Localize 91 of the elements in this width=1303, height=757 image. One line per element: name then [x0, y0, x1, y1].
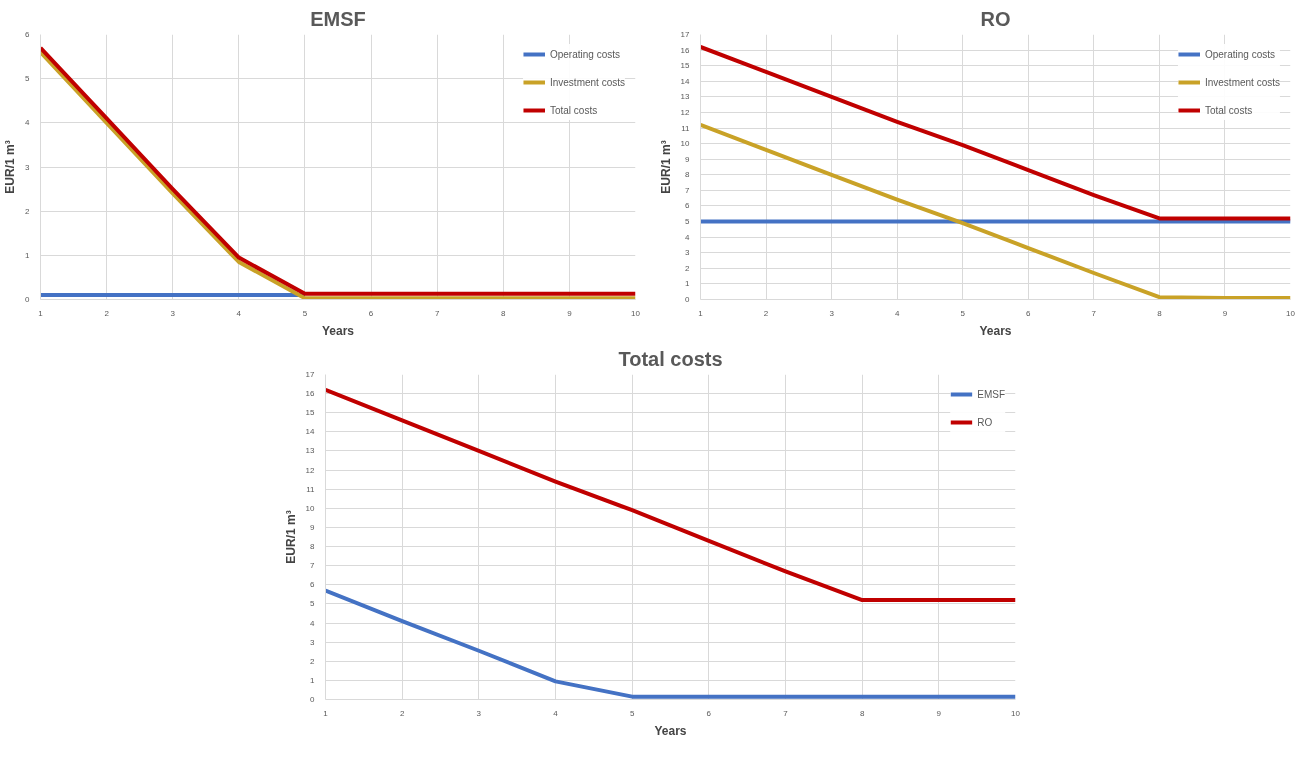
y-tick-label: 5 — [310, 599, 316, 609]
y-tick-label: 3 — [685, 248, 691, 258]
y-tick-label: 3 — [25, 162, 31, 172]
y-tick-label: 11 — [306, 484, 316, 494]
y-tick-label: 9 — [685, 154, 691, 164]
x-axis-title: Years — [321, 323, 355, 338]
y-tick-label: 1 — [25, 250, 31, 260]
y-tick-label: 17 — [680, 30, 691, 39]
x-tick-label: 7 — [1091, 308, 1097, 318]
x-tick-label: 10 — [1011, 708, 1021, 718]
chart-title: EMSF — [310, 7, 366, 30]
y-tick-label: 2 — [310, 656, 316, 666]
x-axis-title: Years — [654, 723, 687, 738]
x-tick-label: 9 — [567, 308, 573, 318]
y-tick-label: 15 — [305, 408, 316, 418]
x-tick-label: 7 — [434, 308, 440, 318]
x-tick-label: 6 — [1026, 308, 1032, 318]
y-tick-label: 6 — [25, 30, 31, 39]
y-tick-label: 7 — [685, 185, 691, 195]
chart-title: RO — [980, 7, 1011, 30]
y-tick-label: 5 — [685, 217, 691, 227]
y-axis-title: EUR/1 m³ — [283, 510, 298, 564]
y-tick-label: 8 — [310, 542, 316, 552]
x-tick-label: 5 — [629, 708, 635, 718]
y-tick-label: 16 — [680, 45, 691, 55]
x-tick-label: 3 — [170, 308, 176, 318]
x-tick-label: 5 — [960, 308, 966, 318]
y-tick-label: 2 — [685, 263, 691, 273]
legend-label: Total costs — [549, 104, 598, 116]
legend-label: Investment costs — [549, 76, 625, 88]
x-tick-label: 8 — [1157, 308, 1163, 318]
y-tick-label: 4 — [25, 118, 31, 128]
y-tick-label: 10 — [305, 503, 316, 513]
x-tick-label: 2 — [104, 308, 110, 318]
y-tick-label: 7 — [310, 561, 316, 571]
y-tick-label: 14 — [680, 76, 691, 86]
x-tick-label: 9 — [1222, 308, 1228, 318]
y-tick-label: 8 — [685, 170, 691, 180]
y-tick-label: 16 — [305, 389, 316, 399]
x-tick-label: 8 — [501, 308, 507, 318]
y-tick-label: 12 — [680, 107, 691, 117]
y-tick-label: 10 — [680, 139, 691, 149]
y-tick-label: 5 — [25, 74, 31, 84]
y-tick-label: 6 — [310, 580, 316, 590]
legend-label: Operating costs — [1204, 48, 1276, 60]
x-tick-label: 2 — [399, 708, 405, 718]
y-axis-title: EUR/1 m³ — [658, 140, 673, 194]
y-tick-label: 6 — [685, 201, 691, 211]
x-tick-label: 9 — [936, 708, 942, 718]
y-tick-label: 0 — [25, 295, 31, 304]
y-tick-label: 13 — [305, 446, 316, 456]
legend-label: Total costs — [1204, 104, 1253, 116]
x-tick-label: 8 — [859, 708, 865, 718]
y-tick-label: 13 — [680, 92, 691, 102]
x-tick-label: 4 — [553, 708, 559, 718]
x-tick-label: 3 — [829, 308, 835, 318]
y-tick-label: 15 — [680, 61, 691, 71]
y-tick-label: 12 — [305, 465, 316, 475]
legend-label: Investment costs — [1204, 76, 1280, 88]
x-tick-label: 1 — [323, 708, 329, 718]
y-tick-label: 2 — [25, 206, 31, 216]
x-tick-label: 1 — [698, 308, 704, 318]
y-tick-label: 1 — [310, 675, 316, 685]
y-tick-label: 9 — [310, 522, 316, 532]
x-tick-label: 6 — [706, 708, 712, 718]
x-tick-label: 4 — [894, 308, 900, 318]
x-tick-label: 2 — [763, 308, 769, 318]
line-series — [700, 44, 1291, 221]
line-series — [325, 387, 1016, 603]
legend-label: RO — [977, 416, 994, 428]
chart-title: Total costs — [618, 347, 723, 370]
x-tick-label: 10 — [1286, 308, 1296, 318]
y-tick-label: 11 — [681, 123, 691, 133]
y-tick-label: 3 — [310, 637, 316, 647]
y-tick-label: 14 — [305, 427, 316, 437]
y-tick-label: 1 — [685, 279, 691, 289]
y-tick-label: 0 — [310, 695, 316, 704]
x-tick-label: 6 — [368, 308, 374, 318]
x-tick-label: 3 — [476, 708, 482, 718]
y-tick-label: 4 — [310, 618, 316, 628]
x-axis-title: Years — [979, 323, 1012, 338]
y-tick-label: 17 — [305, 370, 316, 379]
y-tick-label: 4 — [685, 232, 691, 242]
legend-label: Operating costs — [549, 48, 621, 60]
legend-label: EMSF — [977, 388, 1005, 400]
x-tick-label: 10 — [631, 308, 641, 318]
x-tick-label: 7 — [783, 708, 789, 718]
y-axis-title: EUR/1 m³ — [3, 140, 18, 194]
y-tick-label: 0 — [685, 295, 691, 304]
x-tick-label: 1 — [38, 308, 44, 318]
x-tick-label: 4 — [236, 308, 242, 318]
